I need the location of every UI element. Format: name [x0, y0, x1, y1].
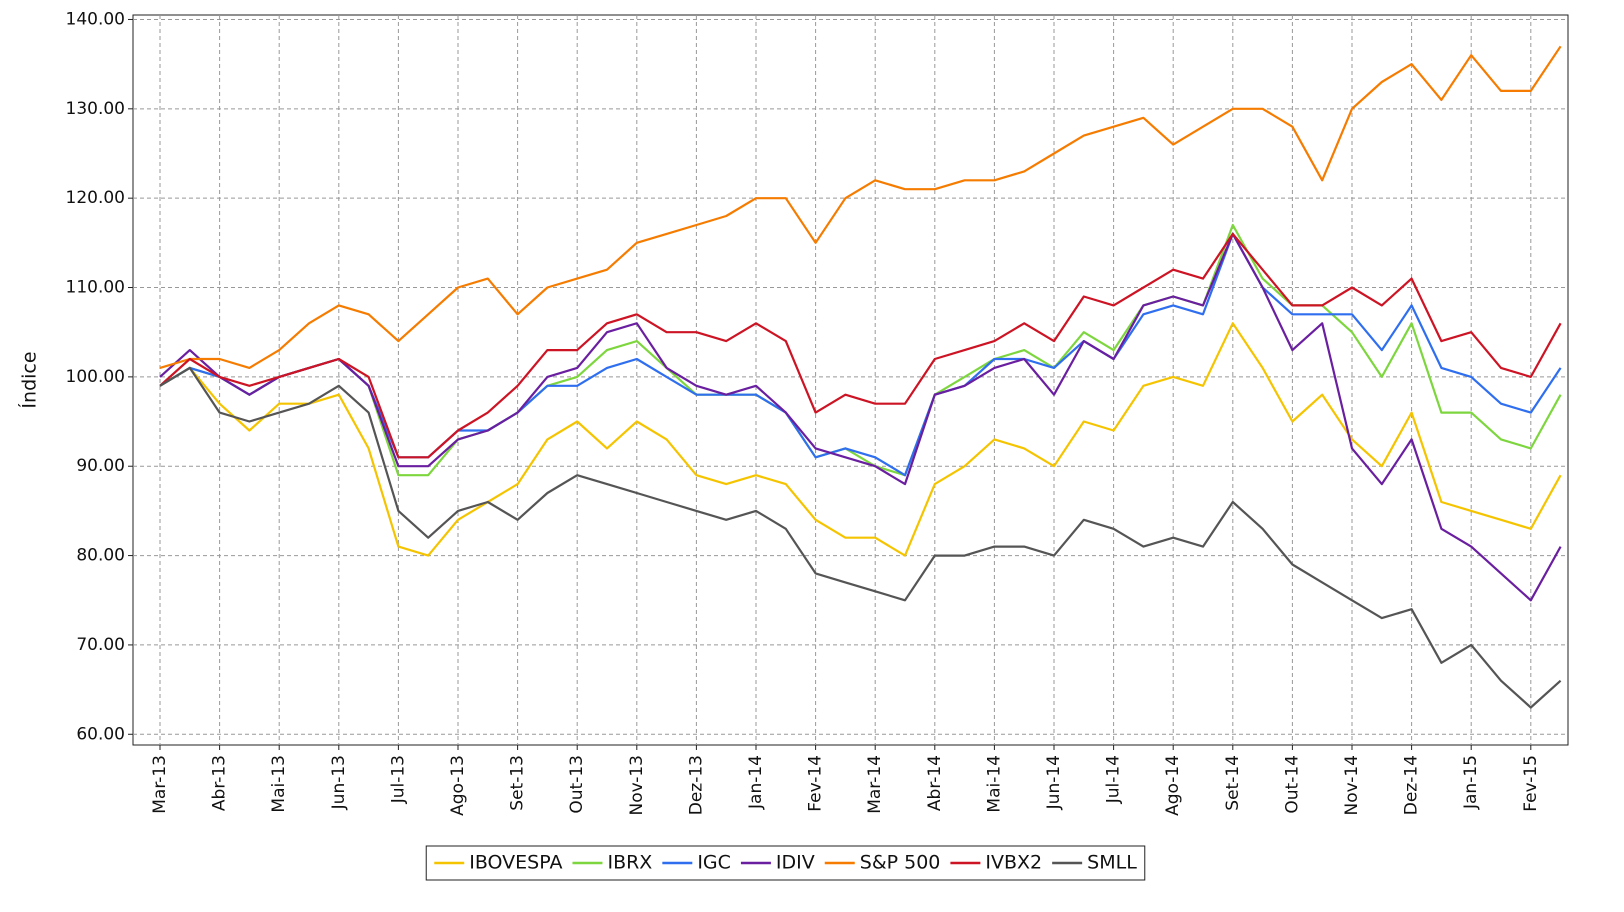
legend-label: IBOVESPA	[469, 852, 562, 874]
x-tick-label: Jun-13	[329, 755, 349, 810]
y-tick-label: 120.00	[66, 188, 125, 208]
x-tick-label: Out-14	[1282, 755, 1302, 814]
x-tick-label: Dez-13	[686, 755, 706, 815]
x-tick-label: Dez-14	[1402, 755, 1422, 815]
x-tick-label: Out-13	[567, 755, 587, 814]
x-tick-label: Jul-13	[388, 755, 408, 804]
series-line	[159, 223, 1562, 477]
x-tick-label: Jun-14	[1044, 755, 1064, 810]
legend-label: IBRX	[607, 852, 652, 874]
legend-label: SMLL	[1087, 852, 1137, 874]
series-line	[159, 45, 1562, 369]
y-tick-label: 130.00	[66, 99, 125, 119]
legend-label: IVBX2	[985, 852, 1042, 874]
series-line	[159, 322, 1562, 557]
legend-box	[425, 845, 1146, 881]
x-tick-label: Ago-13	[448, 755, 468, 816]
y-tick-label: 80.00	[76, 546, 125, 566]
x-tick-label: Mar-13	[150, 755, 170, 814]
y-tick-label: 100.00	[66, 367, 125, 387]
x-tick-label: Nov-13	[627, 755, 647, 816]
y-tick-label: 90.00	[76, 456, 125, 476]
x-tick-label: Fev-14	[806, 755, 826, 812]
x-tick-label: Nov-14	[1342, 755, 1362, 816]
x-tick-label: Mai-14	[984, 755, 1004, 813]
x-tick-label: Abr-13	[210, 755, 230, 811]
x-tick-label: Abr-14	[925, 755, 945, 811]
y-axis-label: Índice	[18, 351, 41, 408]
series-line	[159, 232, 1562, 602]
x-tick-label: Jan-14	[746, 755, 766, 810]
series-line	[159, 232, 1562, 459]
y-tick-label: 110.00	[66, 278, 125, 298]
y-tick-label: 140.00	[66, 9, 125, 29]
x-tick-label: Jan-15	[1461, 755, 1481, 810]
legend-label: S&P 500	[860, 852, 941, 874]
legend-label: IDIV	[776, 852, 815, 874]
x-tick-label: Set-13	[508, 755, 528, 811]
legend: IBOVESPA IBRX IGC IDIV S&P 500 IVBX2 SMLL	[425, 845, 1146, 881]
x-tick-label: Jul-14	[1104, 755, 1124, 804]
x-tick-label: Mar-14	[865, 755, 885, 814]
x-tick-label: Mai-13	[269, 755, 289, 813]
series-line	[159, 366, 1562, 709]
x-tick-label: Fev-15	[1521, 755, 1541, 812]
plot-frame	[132, 14, 1569, 746]
x-tick-label: Set-14	[1223, 755, 1243, 811]
x-tick-label: Ago-14	[1163, 755, 1183, 816]
y-tick-label: 70.00	[76, 635, 125, 655]
y-tick-label: 60.00	[76, 724, 125, 744]
legend-label: IGC	[697, 852, 731, 874]
